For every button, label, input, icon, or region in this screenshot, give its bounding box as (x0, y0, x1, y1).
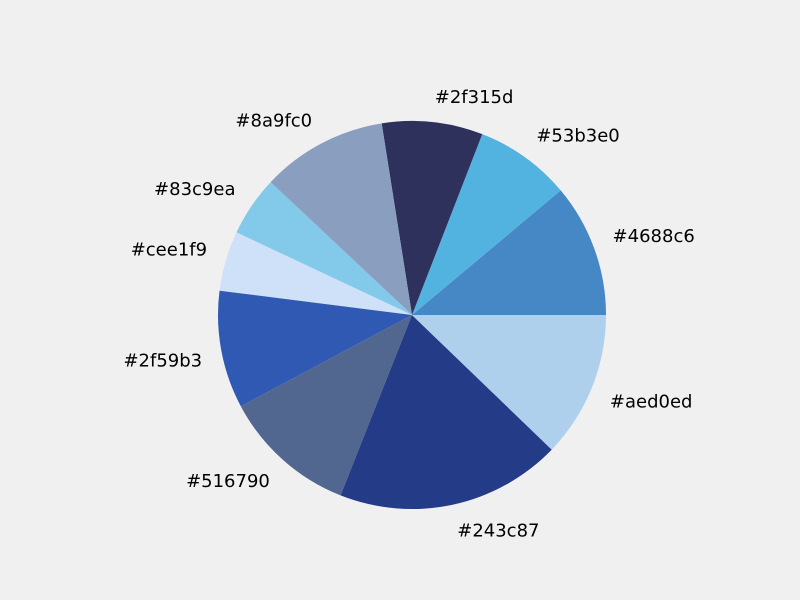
pie-slice-2f315d (381, 121, 483, 315)
pie-label-2f315d: #2f315d (435, 87, 514, 108)
pie-labels: #4688c6 #53b3e0 #2f315d #8a9fc0 #83c9ea #cee1… (123, 87, 694, 542)
pie-label-2f59b3: #2f59b3 (123, 350, 202, 371)
pie-slice-4688c6 (412, 190, 606, 315)
pie-label-aed0ed: #aed0ed (610, 392, 693, 413)
pie-slice-2f59b3 (218, 290, 412, 407)
pie-slice-aed0ed (412, 315, 606, 450)
pie-slice-8a9fc0 (270, 123, 412, 315)
pie-slice-83c9ea (236, 182, 412, 315)
pie-label-cee1f9: #cee1f9 (131, 239, 207, 260)
pie-slice-243c87 (340, 315, 552, 510)
pie-label-4688c6: #4688c6 (613, 226, 695, 247)
pie-label-83c9ea: #83c9ea (154, 179, 235, 200)
pie-label-243c87: #243c87 (457, 520, 539, 541)
pie-slice-516790 (240, 315, 412, 496)
pie-label-516790: #516790 (186, 471, 270, 492)
pie-label-8a9fc0: #8a9fc0 (235, 110, 312, 131)
pie-slice-cee1f9 (219, 232, 412, 315)
pie-label-53b3e0: #53b3e0 (536, 126, 619, 147)
pie-slices (218, 121, 606, 510)
pie-slice-53b3e0 (412, 134, 561, 315)
